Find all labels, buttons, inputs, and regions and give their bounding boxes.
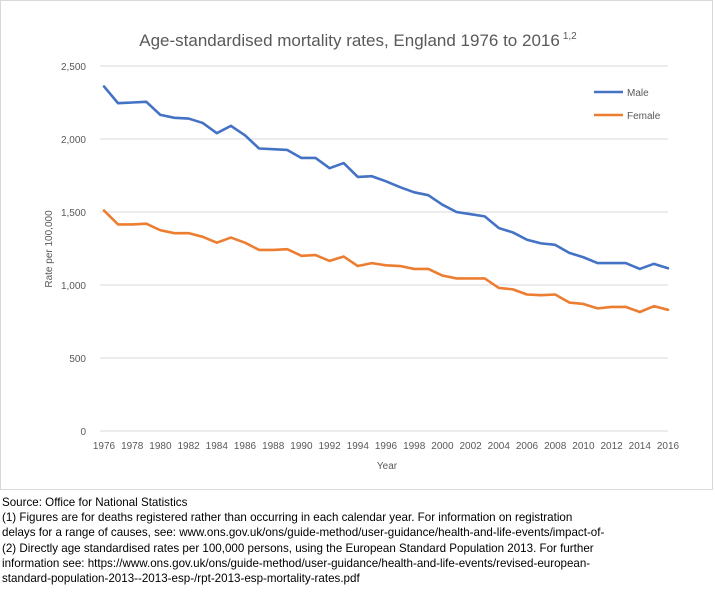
x-tick-label: 2014 [629,441,652,452]
chart-notes: Source: Office for National Statistics (… [2,495,710,586]
legend: Male Female [594,88,661,122]
footnote-2-line-1: (2) Directly age standardised rates per … [2,541,594,555]
y-tick-label: 500 [69,354,86,365]
x-tick-label: 1988 [262,441,285,452]
x-tick-label: 1984 [206,441,229,452]
footnote-2-line-3: standard-population-2013--2013-esp-/rpt-… [2,572,360,586]
gridlines [100,65,668,432]
x-axis-ticks: 1976 1978 1980 1982 1984 1986 1988 1990 1992 1994… [93,441,680,452]
x-tick-label: 1986 [234,441,257,452]
footnote-1-line-2: delays for a range of causes, see: www.o… [2,526,605,540]
x-tick-label: 1990 [290,441,313,452]
series-line-female [102,209,670,314]
legend-label-male: Male [627,88,649,99]
chart-title-main: Age-standardised mortality rates, Englan… [139,31,560,50]
y-tick-label: 0 [80,427,86,438]
data-series [102,85,670,314]
x-tick-label: 2002 [459,441,482,452]
source-note: Source: Office for National Statistics [2,496,188,509]
x-tick-label: 2010 [572,441,595,452]
line-chart: Age-standardised mortality rates, Englan… [44,31,680,472]
x-tick-label: 1978 [121,441,144,452]
x-tick-label: 1992 [318,441,341,452]
y-axis-title: Rate per 100,000 [44,210,55,288]
x-tick-label: 2000 [431,441,454,452]
x-tick-label: 1980 [149,441,172,452]
x-tick-label: 2008 [544,441,567,452]
y-tick-label: 1,500 [61,208,86,219]
chart-title-superscript: 1,2 [563,31,577,42]
y-axis-ticks: 0 500 1,000 1,500 2,000 2,500 [61,62,86,438]
x-tick-label: 2004 [488,441,511,452]
chart-title: Age-standardised mortality rates, Englan… [139,31,577,50]
x-tick-label: 2006 [516,441,539,452]
x-tick-label: 2016 [657,441,680,452]
footnote-1-line-1: (1) Figures are for deaths registered ra… [2,511,573,525]
y-tick-label: 1,000 [61,281,86,292]
y-tick-label: 2,500 [61,62,86,73]
x-tick-label: 1996 [375,441,398,452]
x-tick-label: 1994 [347,441,370,452]
series-line-male [102,85,670,271]
x-axis-title: Year [377,461,398,472]
y-tick-label: 2,000 [61,135,86,146]
x-tick-label: 1976 [93,441,116,452]
footnote-2-line-2: information see: https://www.ons.gov.uk/… [2,556,591,570]
legend-label-female: Female [627,111,661,122]
x-tick-label: 1998 [403,441,426,452]
chart-area: Age-standardised mortality rates, Englan… [0,0,713,490]
x-tick-label: 1982 [177,441,200,452]
x-tick-label: 2012 [600,441,623,452]
